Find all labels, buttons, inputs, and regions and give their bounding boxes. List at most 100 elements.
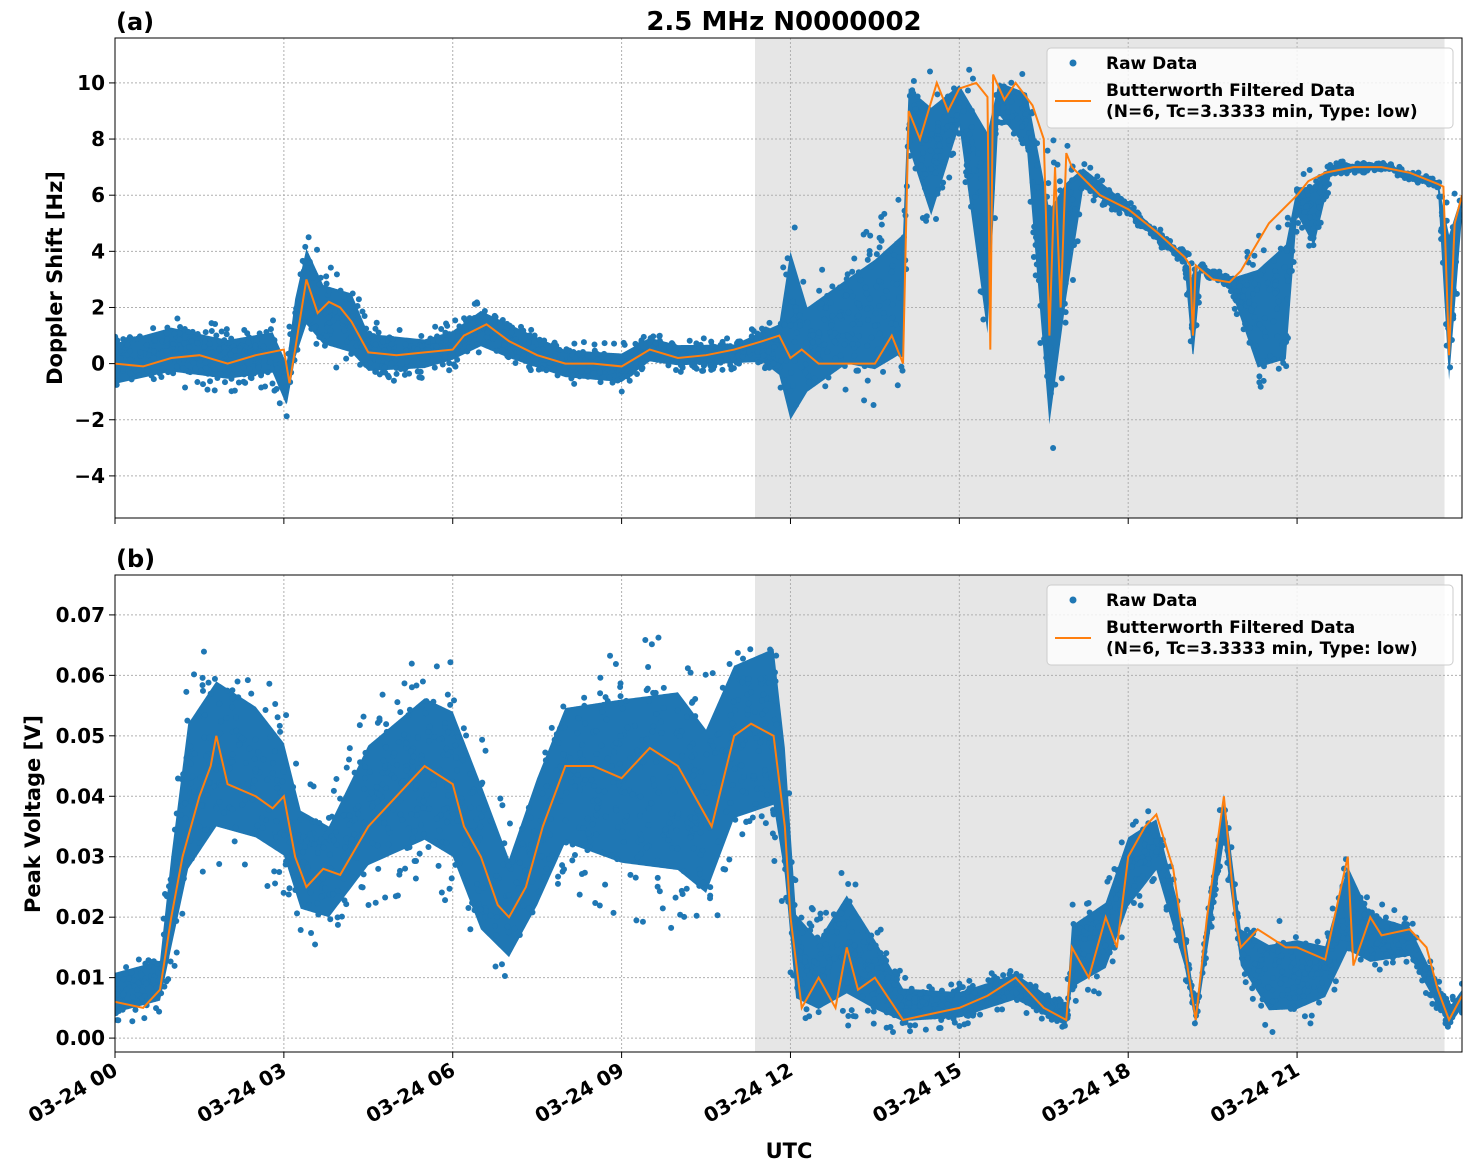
raw-data-point <box>300 268 307 275</box>
raw-data-point <box>138 972 145 979</box>
raw-data-point <box>505 892 512 899</box>
raw-data-point <box>286 323 293 330</box>
legend-raw-marker <box>1069 596 1077 604</box>
raw-data-point <box>820 973 827 980</box>
raw-data-point <box>937 1025 944 1032</box>
raw-data-point <box>330 787 337 794</box>
raw-data-point <box>616 366 623 373</box>
raw-data-point <box>272 343 279 350</box>
raw-data-point <box>822 383 829 390</box>
raw-data-point <box>1260 358 1267 365</box>
raw-data-point <box>1262 328 1269 335</box>
raw-data-point <box>866 937 873 944</box>
raw-data-point <box>1275 365 1282 372</box>
raw-data-point <box>509 856 516 863</box>
raw-data-point <box>1323 193 1330 200</box>
raw-data-point <box>306 901 313 908</box>
raw-data-point <box>491 923 498 930</box>
raw-data-point <box>1035 277 1042 284</box>
raw-data-point <box>1211 269 1218 276</box>
raw-data-point <box>236 741 243 748</box>
raw-data-point <box>312 941 319 948</box>
raw-data-point <box>1299 981 1306 988</box>
raw-data-point <box>401 366 408 373</box>
raw-data-point <box>1383 951 1390 958</box>
raw-data-point <box>1069 901 1076 908</box>
raw-data-point <box>690 845 697 852</box>
raw-data-point <box>276 376 283 383</box>
raw-data-point <box>945 137 952 144</box>
raw-data-point <box>809 332 816 339</box>
raw-data-point <box>1242 320 1249 327</box>
raw-data-point <box>201 712 208 719</box>
raw-data-point <box>308 930 315 937</box>
raw-data-point <box>423 698 430 705</box>
raw-data-point <box>590 370 597 377</box>
raw-data-point <box>1064 142 1071 149</box>
raw-data-point <box>204 791 211 798</box>
raw-data-point <box>1236 283 1243 290</box>
raw-data-point <box>1399 949 1406 956</box>
raw-data-point <box>868 263 875 270</box>
raw-data-point <box>1072 997 1079 1004</box>
raw-data-point <box>296 877 303 884</box>
raw-data-point <box>597 379 604 386</box>
raw-data-point <box>637 831 644 838</box>
raw-data-point <box>145 352 152 359</box>
raw-data-point <box>876 302 883 309</box>
raw-data-point <box>745 675 752 682</box>
filtered-data-line <box>115 74 1462 384</box>
raw-data-point <box>255 364 262 371</box>
raw-data-point <box>115 333 119 340</box>
raw-data-point <box>341 327 348 334</box>
raw-data-point <box>327 916 334 923</box>
raw-data-point <box>202 329 209 336</box>
raw-data-point <box>1080 950 1087 957</box>
raw-data-point <box>375 865 382 872</box>
raw-data-point <box>747 646 754 653</box>
raw-data-point <box>311 841 318 848</box>
raw-data-point <box>1062 280 1069 287</box>
raw-data-point <box>1257 271 1264 278</box>
raw-data-point <box>966 977 973 984</box>
raw-data-point <box>748 689 755 696</box>
raw-data-point <box>1450 996 1457 1003</box>
raw-data-point <box>1374 940 1381 947</box>
raw-data-point <box>638 836 645 843</box>
raw-data-point <box>159 365 166 372</box>
raw-data-point <box>728 352 735 359</box>
raw-data-point <box>211 387 218 394</box>
raw-data-point <box>762 767 769 774</box>
raw-data-point <box>183 688 190 695</box>
raw-data-point <box>970 145 977 152</box>
raw-data-point <box>569 841 576 848</box>
raw-data-point <box>612 739 619 746</box>
raw-data-point <box>294 910 301 917</box>
raw-data-point <box>815 338 822 345</box>
y-tick-label: 0 <box>91 352 105 376</box>
chart-title: 2.5 MHz N0000002 <box>646 7 921 37</box>
raw-data-point <box>1275 948 1282 955</box>
raw-data-point <box>927 147 934 154</box>
raw-data-point <box>831 955 838 962</box>
raw-data-point <box>610 779 617 786</box>
raw-data-point <box>1099 948 1106 955</box>
raw-data-point <box>292 887 299 894</box>
raw-data-point <box>934 1006 941 1013</box>
raw-data-point <box>623 813 630 820</box>
raw-data-point <box>632 340 639 347</box>
raw-data-point <box>545 345 552 352</box>
y-tick-label: 0.04 <box>56 784 105 808</box>
raw-data-point <box>663 860 670 867</box>
raw-data-point <box>1277 980 1284 987</box>
raw-data-point <box>198 802 205 809</box>
raw-data-point <box>833 929 840 936</box>
raw-data-point <box>442 897 449 904</box>
raw-data-point <box>270 760 277 767</box>
raw-data-point <box>571 380 578 387</box>
raw-data-point <box>1324 163 1331 170</box>
raw-data-point <box>115 381 120 388</box>
raw-data-point <box>666 819 673 826</box>
raw-data-point <box>1004 119 1011 126</box>
raw-data-point <box>778 357 785 364</box>
